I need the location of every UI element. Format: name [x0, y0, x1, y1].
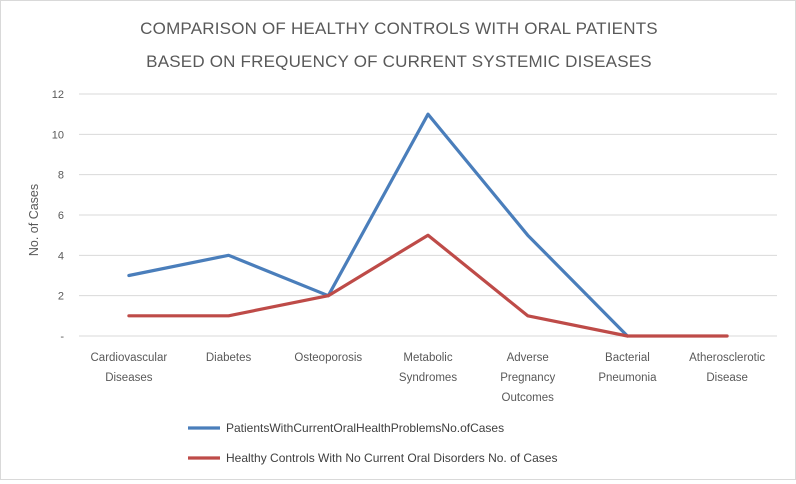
x-category-label-line: Diseases	[105, 372, 153, 384]
chart-title-line-2: BASED ON FREQUENCY OF CURRENT SYSTEMIC D…	[146, 52, 652, 71]
y-tick-label: 8	[58, 170, 64, 182]
x-category-label: Cardiovascular Diseases	[91, 352, 168, 384]
series-line-2	[127, 233, 729, 338]
x-axis-categories: Cardiovascular Diseases Diabetes Osteoporos…	[91, 352, 766, 404]
x-category-label: Diabetes	[206, 352, 252, 364]
legend-entry: Healthy Controls With No Current Oral Di…	[188, 451, 557, 465]
x-category-label: Osteoporosis	[294, 352, 362, 364]
x-category-label-line: Pneumonia	[598, 372, 657, 384]
series-line-1	[127, 112, 629, 338]
x-category-label-line: Bacterial	[605, 352, 650, 364]
y-tick-label: 6	[58, 210, 64, 222]
y-tick-label: 2	[58, 291, 64, 303]
chart-title-line-1: COMPARISON OF HEALTHY CONTROLS WITH ORAL…	[140, 19, 658, 38]
x-category-label-line: Diabetes	[206, 352, 252, 364]
y-axis-label: No. of Cases	[27, 184, 41, 256]
x-category-label-line: Disease	[706, 372, 748, 384]
chart-title: COMPARISON OF HEALTHY CONTROLS WITH ORAL…	[140, 19, 658, 71]
x-category-label-line: Osteoporosis	[294, 352, 362, 364]
x-category-label-line: Outcomes	[502, 392, 555, 404]
legend: PatientsWithCurrentOralHealthProblemsNo.…	[188, 421, 557, 465]
y-axis-ticks: - 2 4 6 8 10 12	[52, 89, 65, 343]
x-category-label-line: Pregnancy	[500, 372, 555, 384]
x-category-label-line: Metabolic	[403, 352, 452, 364]
x-category-label-line: Atherosclerotic	[689, 352, 765, 364]
legend-label: Healthy Controls With No Current Oral Di…	[226, 451, 557, 465]
legend-entry: PatientsWithCurrentOralHealthProblemsNo.…	[188, 421, 504, 435]
x-category-label-line: Adverse	[507, 352, 549, 364]
legend-label: PatientsWithCurrentOralHealthProblemsNo.…	[226, 421, 504, 435]
series-lines	[127, 112, 729, 338]
gridlines	[79, 93, 777, 337]
x-category-label: Adverse Pregnancy Outcomes	[500, 352, 555, 404]
x-category-label: Bacterial Pneumonia	[598, 352, 657, 384]
y-tick-label: -	[60, 331, 64, 343]
x-category-label-line: Syndromes	[399, 372, 457, 384]
x-category-label-line: Cardiovascular	[91, 352, 168, 364]
y-tick-label: 10	[52, 129, 64, 141]
y-tick-label: 12	[52, 89, 64, 101]
x-category-label: Atherosclerotic Disease	[689, 352, 765, 384]
y-tick-label: 4	[58, 250, 64, 262]
x-category-label: Metabolic Syndromes	[399, 352, 457, 384]
